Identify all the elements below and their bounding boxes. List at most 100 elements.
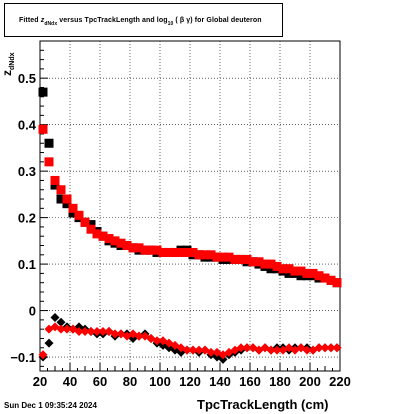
data-point-red-square	[182, 247, 192, 257]
data-point-red-square	[110, 236, 120, 246]
data-point-red-square	[260, 259, 270, 269]
data-point-red-diamond	[272, 345, 282, 355]
data-point-red-square	[146, 245, 156, 255]
data-point-red-diamond	[302, 345, 312, 355]
data-point-black-diamond	[56, 317, 66, 327]
y-tick-label: 0	[29, 304, 36, 319]
data-point-red-square	[278, 264, 288, 274]
x-tick-label: 40	[63, 374, 77, 389]
data-point-red-diamond	[332, 343, 342, 353]
grid-layer	[40, 41, 340, 371]
data-point-red-square	[236, 254, 246, 264]
data-point-red-diamond	[236, 343, 246, 353]
data-point-red-square	[170, 247, 180, 257]
data-point-red-diamond	[98, 326, 108, 336]
y-tick-label: 0.4	[18, 118, 37, 133]
x-tick-label: 20	[33, 374, 47, 389]
data-point-red-square	[218, 252, 228, 262]
x-tick-label: 80	[123, 374, 137, 389]
data-point-red-square	[98, 231, 108, 241]
data-point-black-square	[86, 220, 96, 230]
data-point-red-square	[332, 278, 342, 288]
data-point-red-square	[212, 252, 222, 262]
data-point-red-diamond	[266, 345, 276, 355]
chart-title: Fitted zdNdx versus TpcTrackLength and l…	[19, 17, 262, 27]
title-prefix: Fitted	[19, 17, 41, 24]
data-point-red-diamond	[188, 345, 198, 355]
data-point-red-square	[44, 157, 54, 167]
title-variable-subscript: dNdx	[44, 21, 58, 27]
y-axis-label-main: z	[0, 70, 14, 76]
data-point-red-square	[272, 261, 282, 271]
x-tick-label: 200	[299, 374, 321, 389]
data-point-red-square	[80, 217, 90, 227]
data-point-black-square	[62, 199, 72, 209]
y-axis: −0.1 0 0.1 0.2 0.3 0.4 0.5	[10, 40, 48, 367]
data-point-red-diamond	[56, 324, 66, 334]
y-tick-label: 0.3	[18, 164, 36, 179]
data-point-red-square	[116, 238, 126, 248]
data-point-red-square	[314, 271, 324, 281]
x-tick-label: 160	[239, 374, 261, 389]
data-point-red-square	[230, 254, 240, 264]
y-axis-label-subscript: dNdx	[9, 52, 16, 71]
data-point-red-diamond	[74, 326, 84, 336]
data-point-red-square	[92, 229, 102, 239]
x-axis-label: TpcTrackLength (cm)	[197, 397, 329, 412]
data-point-black-square	[50, 180, 60, 190]
x-tick-label: 180	[269, 374, 291, 389]
data-point-red-diamond	[182, 345, 192, 355]
data-point-black-square	[38, 87, 48, 97]
data-point-red-diamond	[92, 326, 102, 336]
data-point-black-square	[44, 138, 54, 148]
y-tick-label: 0.5	[18, 71, 36, 86]
data-point-red-square	[242, 254, 252, 264]
data-point-red-square	[248, 257, 258, 267]
x-axis: 20 40 60 80 100 120 140 160 180 200 220	[33, 363, 351, 389]
data-point-red-square	[164, 247, 174, 257]
data-point-red-square	[326, 275, 336, 285]
data-point-red-diamond	[194, 345, 204, 355]
data-point-red-square	[128, 243, 138, 253]
title-suffix: ( β γ) for Global deuteron	[173, 17, 262, 24]
data-point-red-square	[134, 243, 144, 253]
data-point-red-diamond	[134, 331, 144, 341]
data-point-red-square	[206, 250, 216, 260]
data-point-black-diamond	[218, 354, 228, 364]
x-tick-label: 220	[329, 374, 351, 389]
data-point-red-square	[140, 245, 150, 255]
data-point-red-square	[194, 250, 204, 260]
data-point-red-diamond	[206, 347, 216, 357]
data-marks	[38, 87, 342, 364]
data-point-red-diamond	[110, 329, 120, 339]
data-point-red-diamond	[242, 343, 252, 353]
data-point-red-square	[200, 250, 210, 260]
timestamp-footer: Sun Dec 1 09:35:24 2024	[4, 401, 97, 410]
data-point-black-diamond	[44, 338, 54, 348]
x-tick-label: 100	[149, 374, 171, 389]
x-tick-label: 120	[179, 374, 201, 389]
data-point-black-square	[284, 268, 294, 278]
data-point-black-square	[68, 208, 78, 218]
data-point-red-square	[50, 175, 60, 185]
data-point-red-square	[302, 268, 312, 278]
data-point-red-square	[56, 185, 66, 195]
data-point-red-square	[122, 241, 132, 251]
data-point-red-diamond	[320, 343, 330, 353]
title-variable: z	[40, 17, 45, 24]
y-axis-label: zdNdx	[0, 52, 16, 77]
title-log-subscript: 10	[167, 21, 174, 27]
x-tick-label: 140	[209, 374, 231, 389]
data-point-red-square	[296, 266, 306, 276]
data-point-red-square	[266, 259, 276, 269]
data-point-red-diamond	[86, 326, 96, 336]
data-point-red-square	[188, 247, 198, 257]
title-box: Fitted zdNdx versus TpcTrackLength and l…	[4, 3, 283, 37]
data-point-red-diamond	[38, 350, 48, 360]
data-point-red-square	[74, 210, 84, 220]
data-point-red-diamond	[152, 336, 162, 346]
data-point-red-square	[254, 257, 264, 267]
data-point-red-diamond	[326, 343, 336, 353]
data-point-red-diamond	[62, 324, 72, 334]
